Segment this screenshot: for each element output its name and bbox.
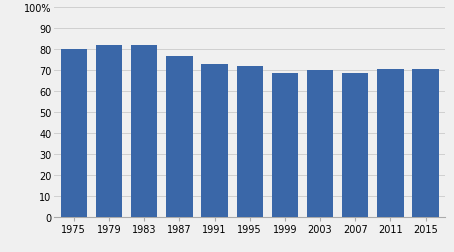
Bar	[271, 74, 298, 217]
Bar	[237, 66, 263, 217]
Bar	[342, 74, 368, 217]
Bar	[166, 57, 192, 217]
Bar	[201, 65, 228, 217]
Bar	[377, 69, 404, 217]
Bar	[61, 49, 87, 217]
Bar	[307, 71, 333, 217]
Bar	[412, 70, 439, 217]
Bar	[131, 46, 158, 217]
Bar	[96, 46, 122, 217]
